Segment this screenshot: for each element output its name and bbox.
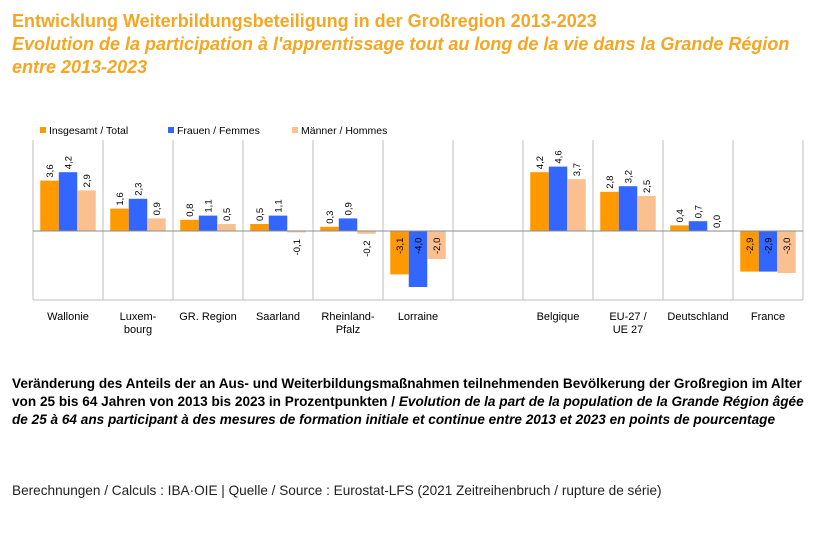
bar	[110, 208, 129, 231]
category-label: Rheinland-	[321, 311, 375, 323]
data-label: 3,7	[572, 163, 583, 176]
bar	[180, 219, 199, 231]
legend-label: Insgesamt / Total	[49, 125, 128, 137]
data-label: 2,3	[134, 183, 145, 196]
category-label: EU-27 /	[609, 311, 647, 323]
data-label: 0,7	[694, 205, 705, 218]
data-label: 3,6	[45, 164, 56, 177]
data-label: -3,0	[782, 238, 793, 254]
bar	[740, 231, 759, 272]
data-label: 1,1	[204, 199, 215, 212]
data-label: 1,6	[115, 192, 126, 205]
legend-swatch	[168, 127, 174, 133]
category-label: Luxem-	[120, 311, 157, 323]
chart-title-de: Entwicklung Weiterbildungsbeteiligung in…	[12, 11, 597, 31]
bar	[548, 166, 568, 231]
data-label: -0,2	[362, 240, 373, 256]
bar-chart: Insgesamt / Total Frauen / Femmes Männer /…	[32, 125, 804, 336]
data-label: 0,4	[675, 209, 686, 222]
bar	[320, 226, 339, 231]
bar	[390, 231, 409, 275]
data-label: 0,9	[152, 202, 163, 215]
data-label: 4,6	[554, 150, 565, 163]
bar	[147, 218, 166, 231]
data-label: 2,9	[82, 174, 93, 187]
data-label: -2,0	[432, 238, 443, 254]
legend-swatch	[292, 127, 298, 133]
data-label: -2,9	[745, 238, 756, 254]
bar	[777, 231, 796, 273]
bar	[58, 172, 78, 231]
legend-label: Männer / Hommes	[301, 125, 387, 137]
category-label: Belgique	[537, 311, 580, 323]
category-label: GR. Region	[179, 311, 236, 323]
category-label: France	[751, 311, 785, 323]
category-label: Lorraine	[398, 311, 438, 323]
bar	[408, 231, 428, 287]
bar	[198, 215, 218, 231]
data-label: 4,2	[535, 156, 546, 169]
bar	[600, 191, 619, 231]
category-label: Deutschland	[667, 311, 728, 323]
bar	[250, 224, 269, 231]
bar	[40, 180, 59, 231]
bar	[530, 172, 549, 231]
data-label: 4,2	[64, 156, 75, 169]
data-label: -3,1	[395, 238, 406, 254]
bar	[637, 196, 656, 231]
category-label: UE 27	[613, 324, 644, 336]
data-label: 3,2	[624, 170, 635, 183]
bar	[357, 231, 376, 234]
category-label: Pfalz	[336, 324, 360, 336]
legend-swatch	[40, 127, 46, 133]
bar	[128, 198, 148, 231]
bar	[427, 231, 446, 259]
chart-title-fr: Evolution de la participation à l'appren…	[12, 34, 790, 77]
data-label: 0,0	[712, 215, 723, 228]
source-note: Berechnungen / Calculs : IBA·OIE | Quell…	[12, 483, 662, 498]
data-label: 0,8	[185, 204, 196, 217]
caption-fr: Evolution de la part de la population de…	[12, 394, 804, 427]
data-label: 2,5	[642, 180, 653, 193]
bar	[688, 221, 708, 231]
chart-caption: Veränderung des Anteils der an Aus- und …	[12, 375, 817, 429]
bar	[77, 190, 96, 231]
data-label: 0,5	[222, 208, 233, 221]
caption-de: Veränderung des Anteils der an Aus- und …	[12, 376, 802, 409]
bar	[217, 224, 236, 231]
data-label: 1,1	[274, 199, 285, 212]
data-label: 0,9	[344, 202, 355, 215]
data-label: -0,1	[292, 239, 303, 255]
data-label: -4,0	[414, 238, 425, 254]
bar	[567, 179, 586, 231]
data-label: 0,5	[255, 208, 266, 221]
legend-label: Frauen / Femmes	[177, 125, 260, 137]
data-label: 0,3	[325, 211, 336, 224]
data-label: -2,9	[764, 238, 775, 254]
data-label: 2,8	[605, 176, 616, 189]
category-label: Wallonie	[47, 311, 89, 323]
category-label: Saarland	[256, 311, 300, 323]
bar	[618, 186, 638, 231]
category-label: bourg	[124, 324, 152, 336]
bar	[268, 215, 288, 231]
bar	[338, 218, 358, 231]
bar	[758, 231, 778, 272]
bar	[287, 231, 306, 233]
bar	[670, 225, 689, 231]
